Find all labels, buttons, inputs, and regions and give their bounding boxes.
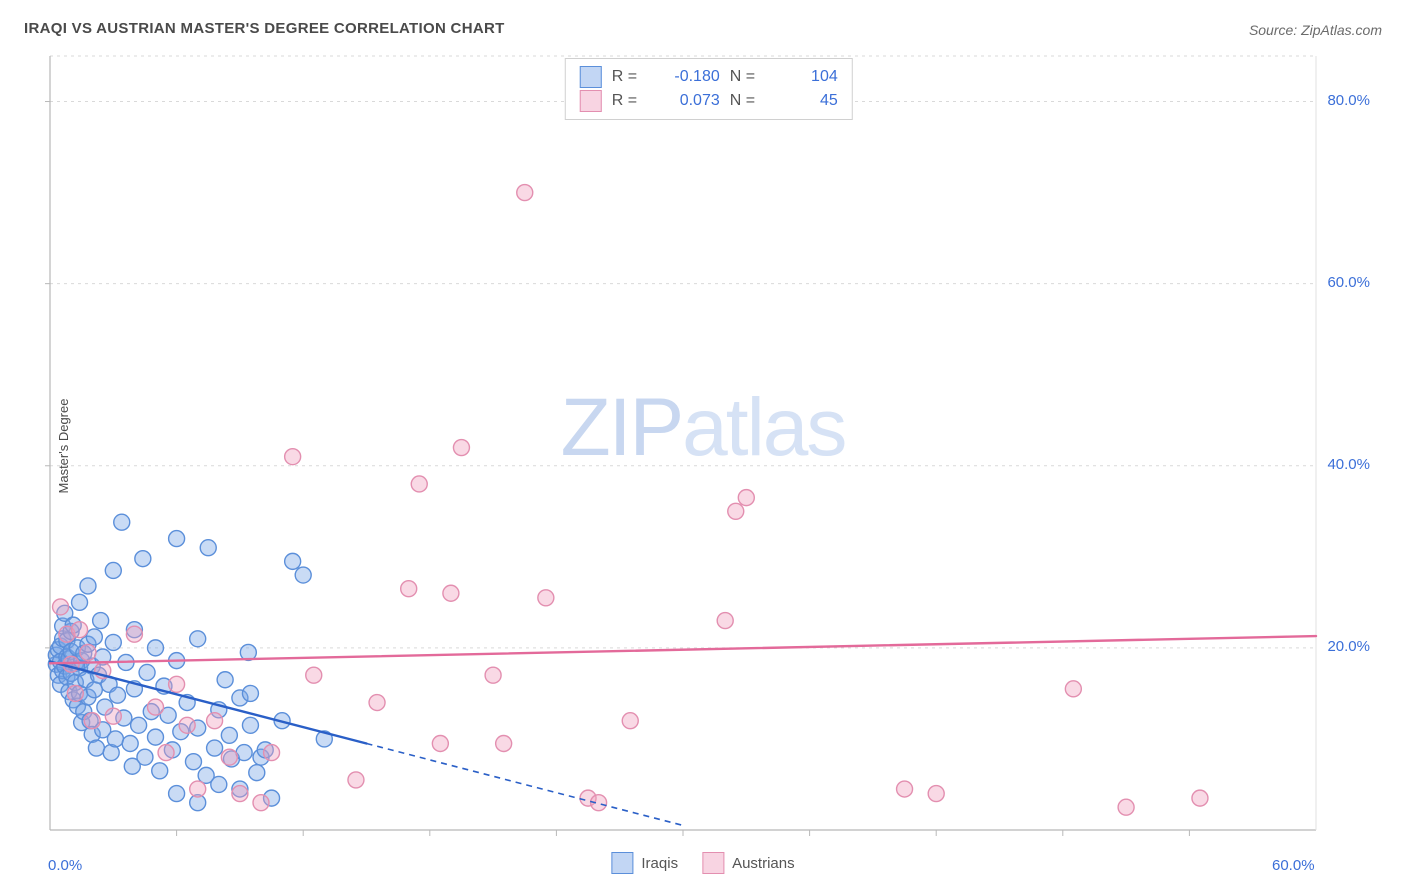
swatch-blue	[611, 852, 633, 874]
legend-item-iraqis: Iraqis	[611, 852, 678, 874]
x-tick-label: 60.0%	[1272, 857, 1315, 874]
y-tick-label: 60.0%	[1327, 274, 1370, 291]
swatch-blue	[580, 66, 602, 88]
x-tick-label: 0.0%	[48, 857, 82, 874]
swatch-pink	[580, 90, 602, 112]
correlation-legend: R = -0.180 N = 104 R = 0.073 N = 45	[565, 58, 853, 120]
series-legend: Iraqis Austrians	[611, 852, 794, 874]
legend-row-austrians: R = 0.073 N = 45	[580, 89, 838, 113]
scatter-chart	[0, 0, 1406, 892]
y-tick-label: 40.0%	[1327, 456, 1370, 473]
y-tick-label: 20.0%	[1327, 638, 1370, 655]
legend-item-austrians: Austrians	[702, 852, 795, 874]
y-tick-label: 80.0%	[1327, 92, 1370, 109]
swatch-pink	[702, 852, 724, 874]
legend-row-iraqis: R = -0.180 N = 104	[580, 65, 838, 89]
